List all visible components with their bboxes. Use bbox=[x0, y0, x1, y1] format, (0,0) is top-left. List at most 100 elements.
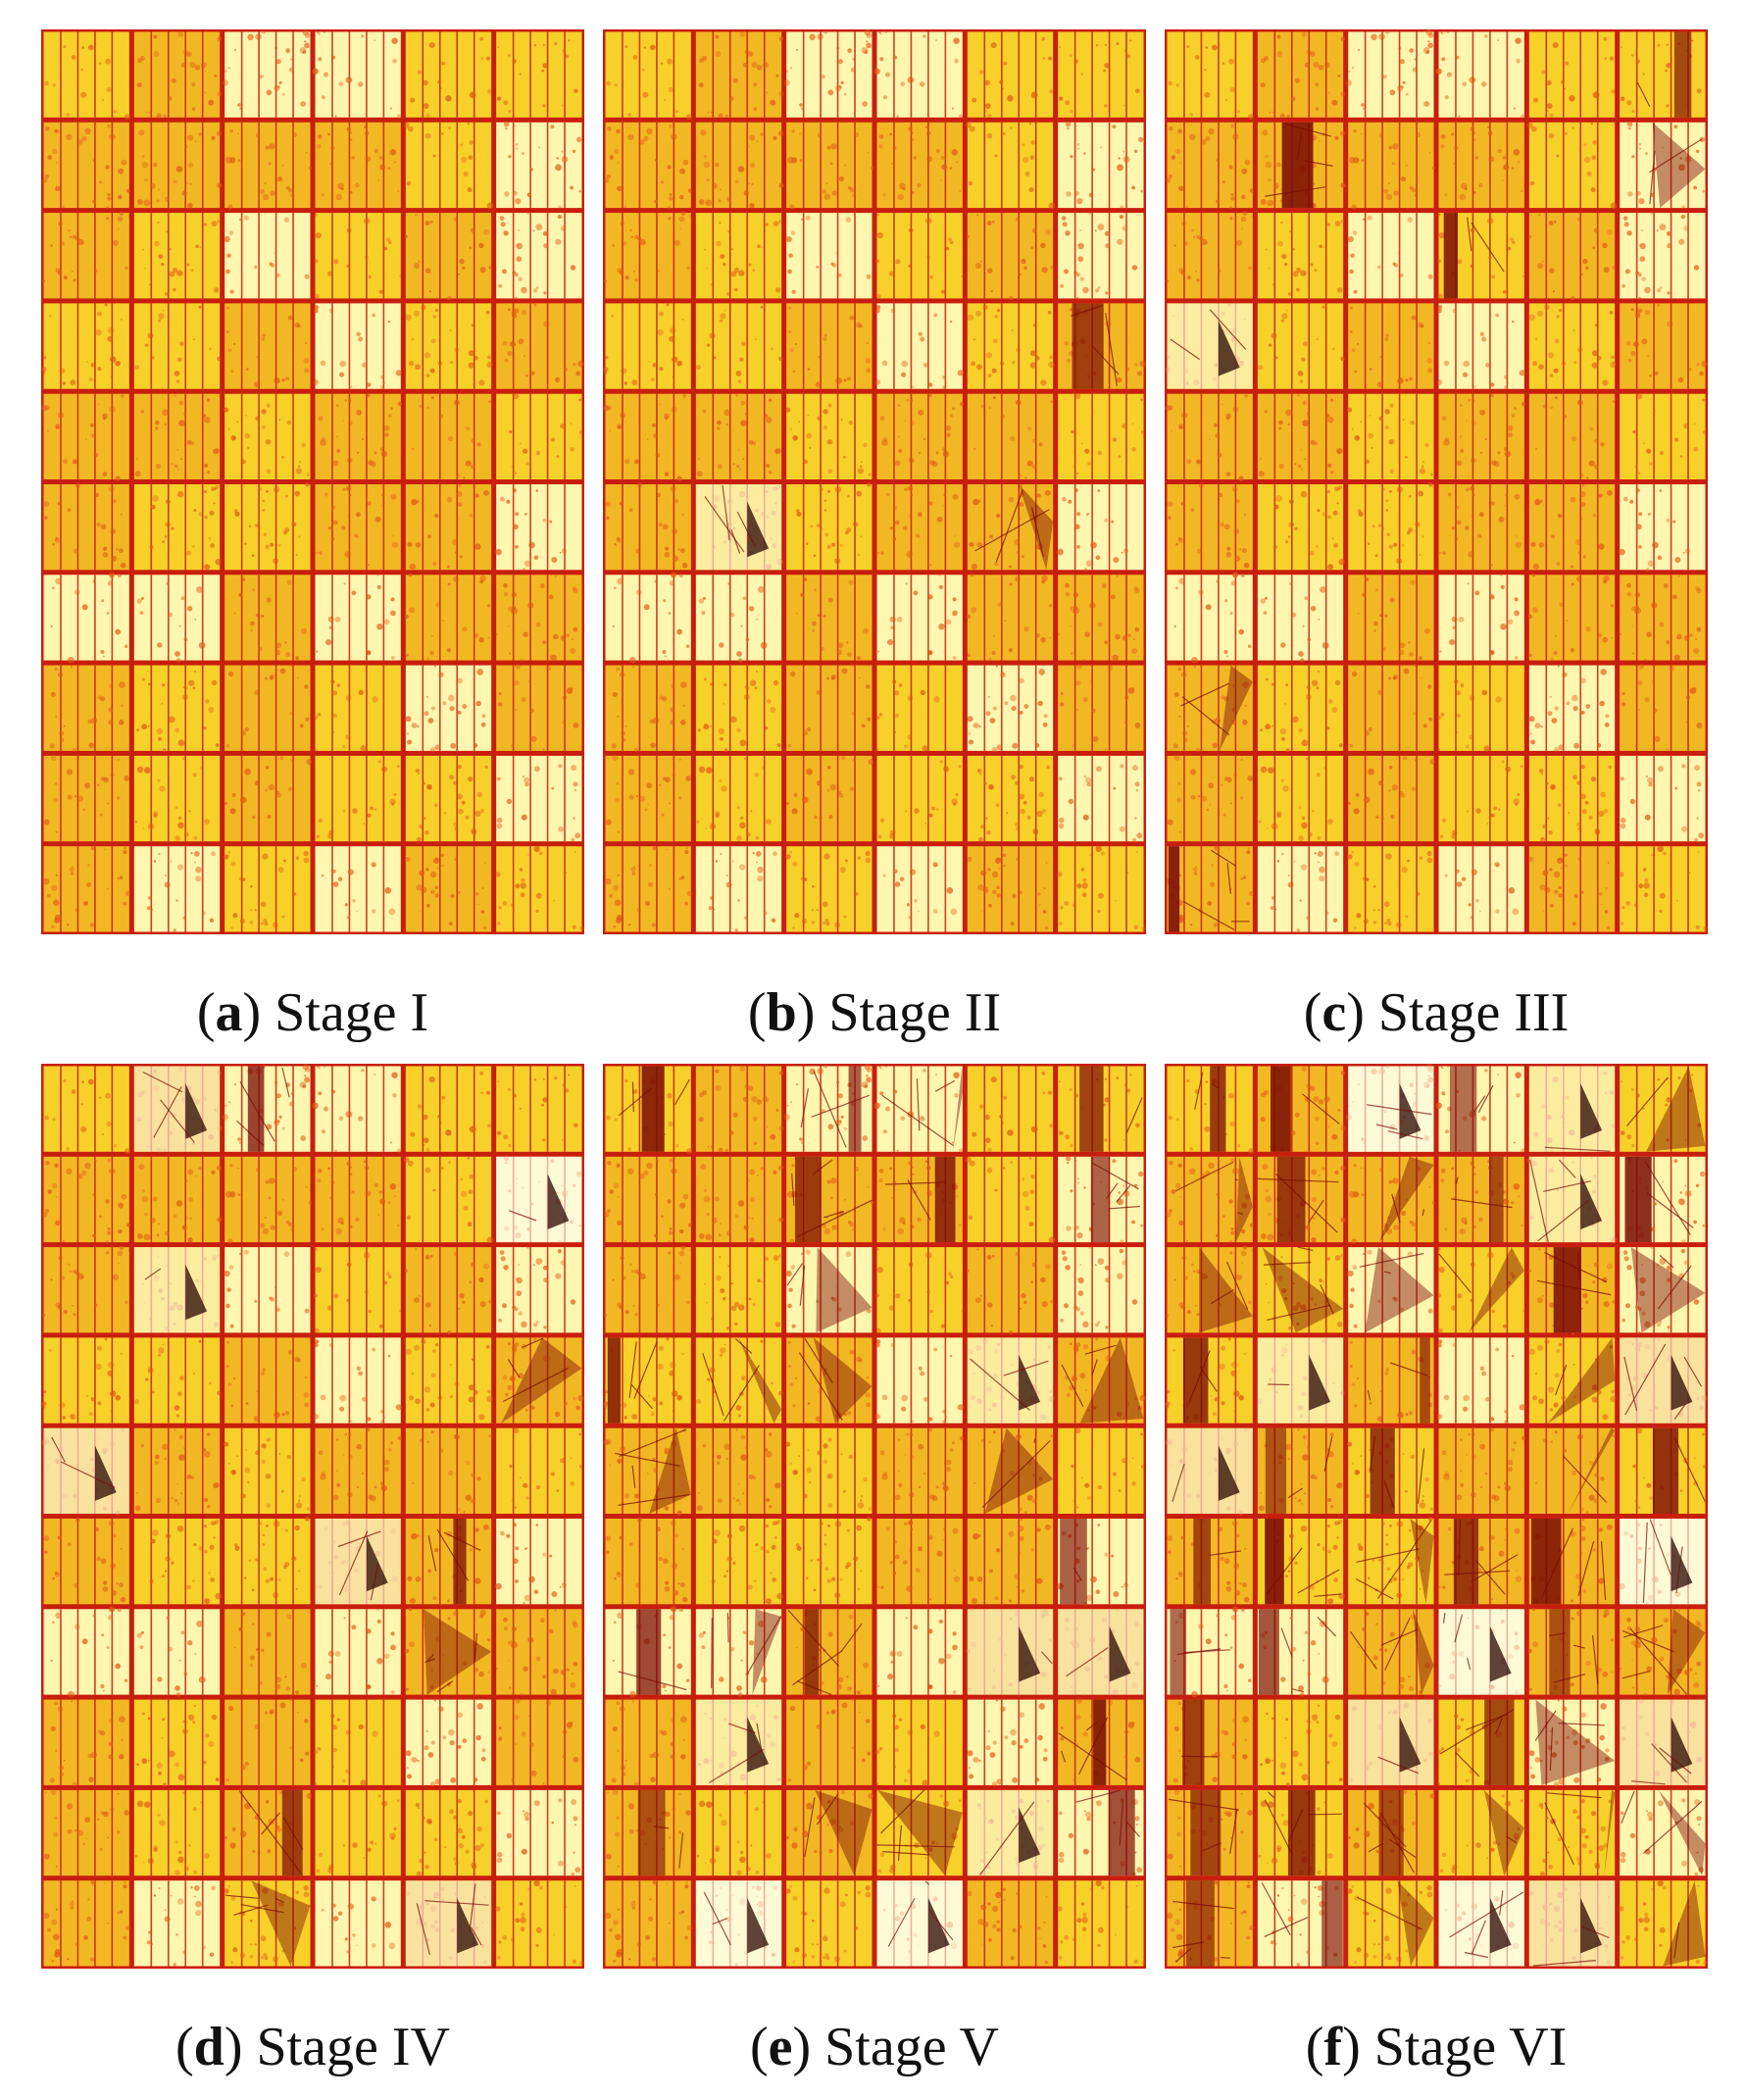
cell bbox=[1257, 213, 1344, 299]
cell bbox=[1620, 1789, 1706, 1876]
cell bbox=[1528, 213, 1616, 299]
cell bbox=[224, 1609, 311, 1695]
cell bbox=[605, 665, 691, 751]
cell bbox=[133, 31, 221, 118]
cell bbox=[133, 1880, 221, 1967]
cell bbox=[786, 122, 873, 209]
cell bbox=[786, 1789, 873, 1876]
cell bbox=[1620, 755, 1706, 842]
cell bbox=[1528, 1789, 1616, 1876]
cell bbox=[1528, 575, 1616, 661]
cell bbox=[695, 1156, 782, 1243]
cell bbox=[405, 1519, 492, 1605]
solar-module-el-image bbox=[603, 1064, 1146, 1969]
cell bbox=[1528, 31, 1616, 118]
cell bbox=[224, 1699, 311, 1785]
cell bbox=[496, 1427, 582, 1514]
cell bbox=[1348, 1247, 1434, 1333]
cell bbox=[315, 755, 401, 842]
cell bbox=[1058, 755, 1144, 842]
cell bbox=[1348, 575, 1434, 661]
cell bbox=[967, 575, 1054, 661]
cell bbox=[1620, 31, 1706, 118]
cell bbox=[1528, 122, 1616, 209]
cell bbox=[1167, 393, 1253, 479]
cell bbox=[695, 846, 782, 932]
cell bbox=[1167, 1066, 1253, 1152]
el-image-stage-1 bbox=[41, 29, 584, 934]
cell bbox=[786, 1337, 873, 1424]
cell bbox=[1167, 31, 1253, 118]
cell bbox=[405, 393, 492, 479]
cell bbox=[405, 1427, 492, 1514]
cell bbox=[786, 665, 873, 751]
cell bbox=[1257, 484, 1344, 571]
el-image-stage-6 bbox=[1165, 1064, 1708, 1969]
cell bbox=[967, 213, 1054, 299]
cell bbox=[224, 846, 311, 932]
cell bbox=[1058, 575, 1144, 661]
cell bbox=[315, 484, 401, 571]
cell bbox=[786, 1699, 873, 1785]
cell bbox=[496, 846, 582, 932]
cell bbox=[786, 1519, 873, 1605]
cell bbox=[224, 1156, 311, 1243]
cell bbox=[405, 846, 492, 932]
cell bbox=[1167, 213, 1253, 299]
cell bbox=[695, 1247, 782, 1333]
cell bbox=[1620, 1247, 1706, 1333]
cell bbox=[695, 1609, 782, 1695]
cell bbox=[1620, 484, 1706, 571]
cell bbox=[876, 1519, 963, 1605]
cell bbox=[496, 1699, 582, 1785]
cell bbox=[695, 1519, 782, 1605]
cell bbox=[405, 484, 492, 571]
cell bbox=[1528, 755, 1616, 842]
cell bbox=[1620, 1880, 1706, 1967]
cell bbox=[43, 575, 129, 661]
cell bbox=[695, 31, 782, 118]
cell bbox=[405, 665, 492, 751]
cell bbox=[1058, 393, 1144, 479]
cell bbox=[1620, 393, 1706, 479]
cell bbox=[405, 31, 492, 118]
cell bbox=[133, 1156, 221, 1243]
cell bbox=[224, 1519, 311, 1605]
cell bbox=[315, 1247, 401, 1333]
cell bbox=[876, 484, 963, 571]
cell bbox=[1058, 665, 1144, 751]
cell bbox=[1528, 303, 1616, 389]
caption-c: (c) Stage III bbox=[1303, 982, 1570, 1043]
cell bbox=[695, 122, 782, 209]
cell bbox=[1348, 122, 1434, 209]
cell bbox=[405, 755, 492, 842]
caption-b: (b) Stage II bbox=[747, 982, 1002, 1043]
cell bbox=[224, 213, 311, 299]
cell bbox=[786, 1427, 873, 1514]
cell bbox=[43, 1066, 129, 1152]
cell bbox=[405, 213, 492, 299]
cell bbox=[967, 1066, 1054, 1152]
cell bbox=[1528, 393, 1616, 479]
cell bbox=[967, 846, 1054, 932]
cell bbox=[1257, 1066, 1344, 1152]
cell bbox=[315, 1699, 401, 1785]
cell bbox=[605, 213, 691, 299]
cell bbox=[43, 213, 129, 299]
cell bbox=[876, 303, 963, 389]
cell bbox=[1348, 393, 1434, 479]
cell bbox=[876, 1247, 963, 1333]
cell bbox=[43, 303, 129, 389]
solar-module-el-image bbox=[41, 29, 584, 934]
cell bbox=[496, 1880, 582, 1967]
cell bbox=[1167, 122, 1253, 209]
cell bbox=[1348, 1880, 1434, 1967]
caption-d: (d) Stage IV bbox=[175, 2017, 450, 2077]
cell bbox=[1348, 755, 1434, 842]
cell bbox=[496, 393, 582, 479]
cell bbox=[224, 122, 311, 209]
el-image-stage-5 bbox=[603, 1064, 1146, 1969]
cell bbox=[967, 1699, 1054, 1785]
cell bbox=[405, 1156, 492, 1243]
cell bbox=[1348, 213, 1434, 299]
